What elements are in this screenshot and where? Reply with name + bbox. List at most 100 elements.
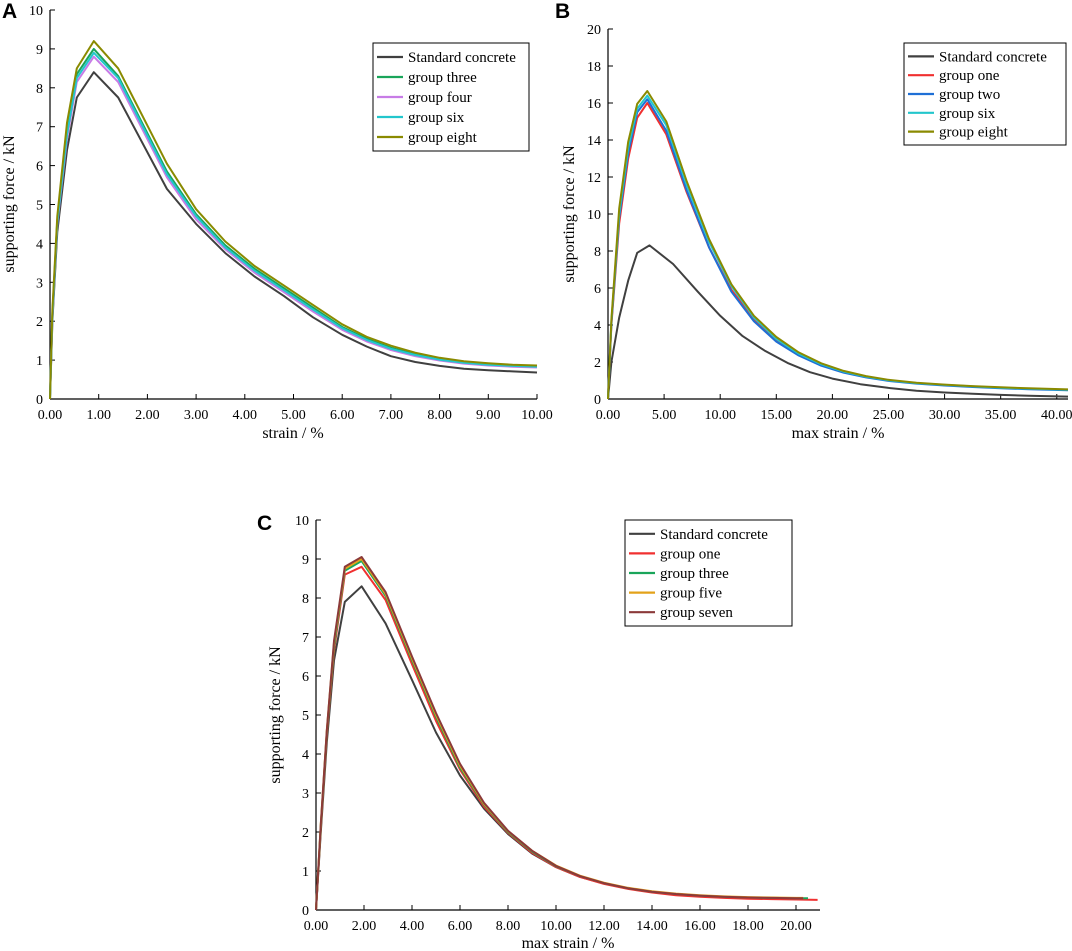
panel-c-x-tick-label: 10.00 — [540, 919, 572, 934]
panel-a-legend-label: Standard concrete — [408, 50, 516, 66]
panel-a: A 0 1 2 3 4 5 6 7 8 9 10 0.00 1.00 2.00 3.00 4.00 5.00 6.… — [1, 0, 553, 442]
panel-b-x-tick-label: 25.00 — [873, 408, 905, 423]
panel-b-y-axis-title: supporting force / kN — [561, 145, 578, 283]
panel-c-legend-label: group three — [660, 566, 729, 582]
panel-c-x-tick-label: 20.00 — [780, 919, 812, 934]
panel-b-series-standard-concrete — [607, 244, 1069, 400]
panel-a-legend-label: group eight — [408, 130, 478, 146]
panel-b-y-tick-label: 16 — [587, 97, 601, 112]
panel-b-y-tick-label: 6 — [594, 282, 601, 297]
panel-b-x-tick-label: 5.00 — [652, 408, 677, 423]
panel-a-x-tick-label: 4.00 — [233, 408, 258, 423]
panel-b-legend-label: group one — [939, 68, 1000, 84]
panel-a-x-tick-label: 7.00 — [379, 408, 404, 423]
panel-b-series-group-one — [607, 102, 1069, 400]
panel-b-y-tick-label: 8 — [594, 245, 601, 260]
panel-c-legend-label: group seven — [660, 605, 733, 621]
panel-a-x-axis-title: strain / % — [262, 425, 323, 442]
panel-c-y-tick-label: 10 — [295, 514, 309, 529]
panel-a-plot: 0 1 2 3 4 5 6 7 8 9 10 0.00 1.00 2.00 3.00 4.00 5.00 6.00… — [1, 4, 553, 442]
panel-a-legend-label: group four — [408, 90, 472, 106]
panel-c-letter: C — [257, 512, 272, 535]
panel-c-x-tick-label: 12.00 — [588, 919, 620, 934]
panel-b-y-tick-label: 10 — [587, 208, 601, 223]
panel-a-y-tick-label: 3 — [36, 276, 43, 291]
panel-c-y-tick-label: 2 — [302, 826, 309, 841]
panel-c-series-group-seven — [315, 556, 804, 911]
panel-a-x-tick-label: 8.00 — [427, 408, 452, 423]
panel-c-x-tick-label: 0.00 — [304, 919, 329, 934]
panel-c-x-tick-label: 18.00 — [732, 919, 764, 934]
panel-b-plot: 0 2 4 6 8 10 12 14 16 18 20 0.00 5.00 10.00 15.00 20.00… — [561, 23, 1072, 442]
panel-b-x-tick-label: 40.00 — [1041, 408, 1072, 423]
panel-b-legend-label: group six — [939, 106, 996, 122]
panel-c-x-tick-label: 2.00 — [352, 919, 377, 934]
panel-a-x-tick-label: 0.00 — [38, 408, 63, 423]
panel-c-y-tick-label: 9 — [302, 553, 309, 568]
panel-b-x-tick-label: 15.00 — [761, 408, 793, 423]
panel-c-legend-label: group one — [660, 546, 721, 562]
panel-b-y-tick-label: 14 — [587, 134, 601, 149]
panel-b: B 0 2 4 6 8 10 12 14 16 18 20 0.00 5.00 10.00 15.00 20.… — [555, 0, 1072, 442]
panel-c-y-tick-label: 7 — [302, 631, 309, 646]
panel-b-legend-label: Standard concrete — [939, 49, 1047, 65]
panel-c-legend-label: Standard concrete — [660, 527, 768, 543]
panel-c-series-standard-concrete — [315, 585, 808, 911]
panel-c-y-tick-label: 0 — [302, 904, 309, 919]
panel-a-y-tick-label: 8 — [36, 82, 43, 97]
panel-a-legend-label: group three — [408, 70, 477, 86]
panel-b-x-axis-title: max strain / % — [792, 425, 885, 442]
panel-a-x-tick-label: 2.00 — [135, 408, 160, 423]
panel-c-y-tick-label: 1 — [302, 865, 309, 880]
panel-c-x-axis-title: max strain / % — [522, 935, 615, 951]
panel-a-y-tick-label: 6 — [36, 160, 43, 175]
panel-c-x-tick-label: 4.00 — [400, 919, 425, 934]
panel-a-x-tick-label: 3.00 — [184, 408, 209, 423]
panel-c-plot: 0 1 2 3 4 5 6 7 8 9 10 0.00 2.00 4.00 6.00 8.00 10.00 12.… — [267, 514, 820, 951]
panel-a-y-tick-label: 7 — [36, 121, 43, 136]
panel-a-y-tick-label: 5 — [36, 199, 43, 214]
panel-c-y-tick-label: 8 — [302, 592, 309, 607]
panel-a-legend-label: group six — [408, 110, 465, 126]
panel-a-x-tick-label: 1.00 — [86, 408, 111, 423]
panel-a-x-tick-label: 5.00 — [281, 408, 306, 423]
panel-c-x-tick-label: 6.00 — [448, 919, 473, 934]
panel-b-y-tick-label: 0 — [594, 393, 601, 408]
panel-b-x-tick-label: 0.00 — [596, 408, 621, 423]
panel-a-x-tick-label: 10.00 — [521, 408, 553, 423]
panel-c-y-tick-label: 3 — [302, 787, 309, 802]
panel-c-y-tick-label: 5 — [302, 709, 309, 724]
panel-a-y-axis-title: supporting force / kN — [1, 135, 18, 273]
panel-b-x-tick-label: 35.00 — [985, 408, 1017, 423]
panel-c-legend-label: group five — [660, 586, 722, 602]
panel-b-y-tick-label: 2 — [594, 356, 601, 371]
panel-b-legend-label: group two — [939, 87, 1000, 103]
panel-a-y-tick-label: 9 — [36, 43, 43, 58]
panel-c-x-tick-label: 14.00 — [636, 919, 668, 934]
panel-b-y-tick-label: 12 — [587, 171, 601, 186]
panel-b-letter: B — [555, 0, 570, 23]
panel-b-y-tick-label: 4 — [594, 319, 601, 334]
panel-b-legend-label: group eight — [939, 125, 1009, 141]
panel-a-series-standard-concrete — [49, 71, 538, 400]
panel-b-y-tick-label: 20 — [587, 23, 601, 38]
panel-a-y-tick-label: 10 — [29, 4, 43, 19]
panel-a-y-tick-label: 2 — [36, 315, 43, 330]
panel-a-x-tick-label: 9.00 — [476, 408, 501, 423]
panel-a-y-tick-label: 4 — [36, 237, 43, 252]
panel-a-y-tick-label: 1 — [36, 354, 43, 369]
panel-c-y-axis-title: supporting force / kN — [267, 646, 284, 784]
panel-b-x-tick-label: 30.00 — [929, 408, 961, 423]
panel-a-letter: A — [2, 0, 17, 23]
panel-a-x-tick-label: 6.00 — [330, 408, 355, 423]
panel-a-series-group-six — [49, 51, 538, 400]
panel-c-y-tick-label: 4 — [302, 748, 309, 763]
panel-c-x-tick-label: 8.00 — [496, 919, 521, 934]
panel-a-series-group-eight — [49, 40, 538, 400]
panel-c: C 0 1 2 3 4 5 6 7 8 9 10 0.00 2.00 4.00 6.00 8.00 10.00 1… — [257, 512, 820, 951]
panel-c-x-tick-label: 16.00 — [684, 919, 716, 934]
panel-b-x-tick-label: 10.00 — [704, 408, 736, 423]
panel-c-y-tick-label: 6 — [302, 670, 309, 685]
panel-b-y-tick-label: 18 — [587, 60, 601, 75]
